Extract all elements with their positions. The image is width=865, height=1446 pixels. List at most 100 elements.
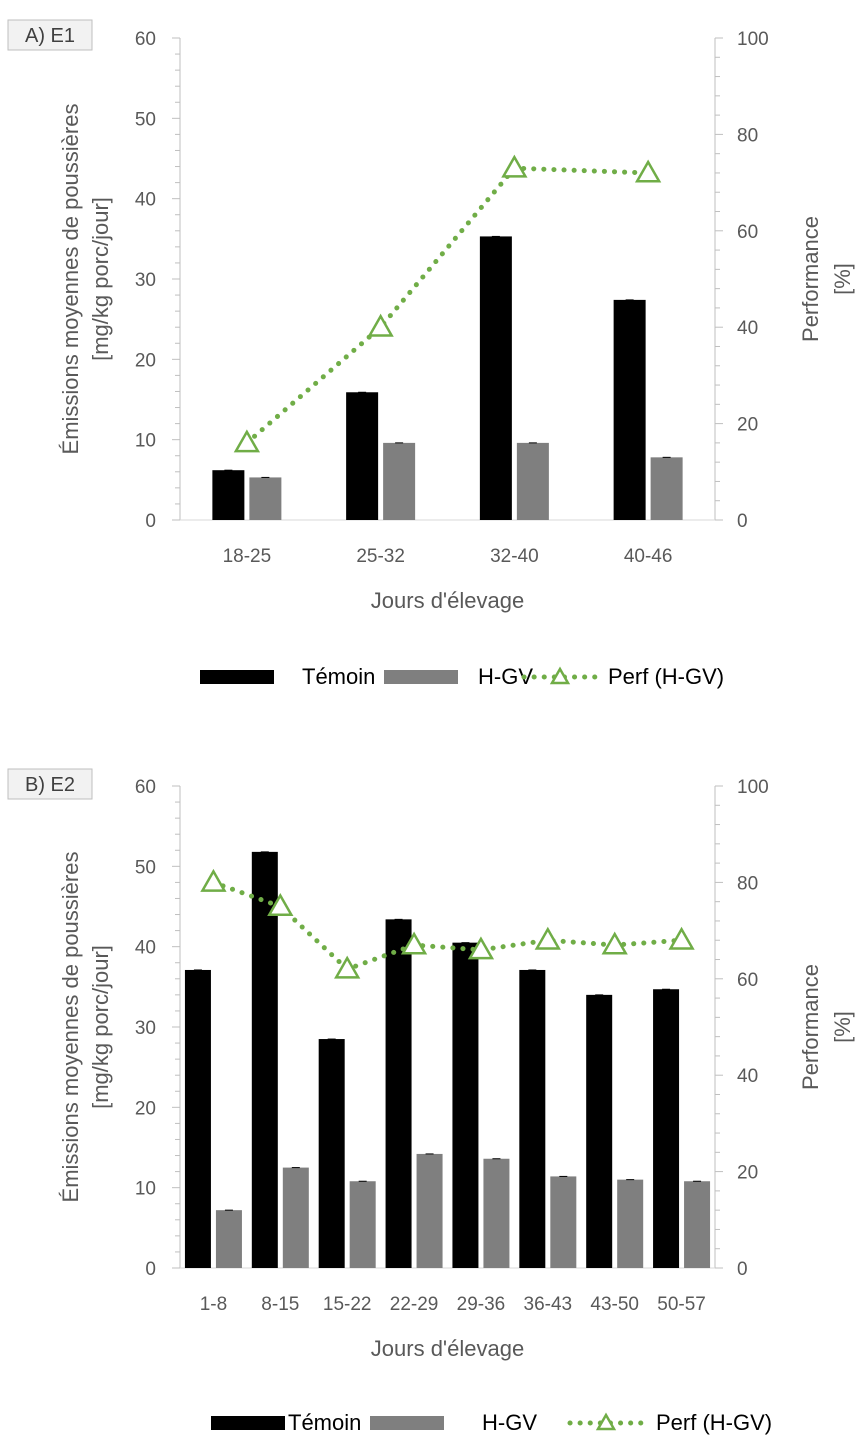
bar-temoin — [479, 236, 512, 520]
x-tick-label: 1-8 — [200, 1294, 227, 1315]
y-tick-label: 30 — [135, 270, 156, 291]
y-tick-label: 20 — [135, 1098, 156, 1119]
perf-marker — [334, 955, 361, 979]
y2-tick-label: 20 — [737, 1163, 758, 1184]
y-axis-title: Émissions moyennes de poussières — [58, 104, 83, 455]
legend-marker-perf — [549, 666, 571, 685]
bar-hgv — [383, 442, 416, 520]
y2-tick-label: 80 — [737, 125, 758, 146]
x-tick-label: 25-32 — [356, 546, 405, 567]
y2-tick-label: 60 — [737, 222, 758, 243]
y-tick-label: 50 — [135, 857, 156, 878]
bar-temoin — [184, 969, 211, 1268]
bar-temoin — [346, 392, 379, 520]
panel-label-box — [7, 19, 93, 51]
perf-marker — [400, 931, 428, 955]
bar-temoin — [519, 969, 546, 1268]
y2-axis-title: [%] — [830, 1011, 855, 1043]
y-axis-title: [mg/kg porc/jour] — [88, 945, 113, 1109]
bar-hgv — [617, 1179, 644, 1268]
bar-hgv — [416, 1153, 443, 1268]
bar-hgv — [650, 457, 683, 520]
x-tick-label: 15-22 — [323, 1294, 372, 1315]
x-tick-label: 29-36 — [457, 1294, 506, 1315]
legend-swatch-temoin — [200, 670, 274, 684]
perf-marker — [634, 159, 662, 183]
y-tick-label: 60 — [135, 29, 156, 50]
bar-hgv — [282, 1167, 309, 1268]
bar-temoin — [212, 470, 245, 520]
x-tick-label: 18-25 — [223, 546, 272, 567]
y-tick-label: 10 — [135, 431, 156, 452]
legend-label-hgv: H-GV — [482, 1410, 537, 1435]
panel-label: A) E1 — [25, 25, 75, 47]
y-tick-label: 0 — [145, 1259, 156, 1280]
x-tick-label: 50-57 — [657, 1294, 706, 1315]
x-tick-label: 8-15 — [261, 1294, 299, 1315]
y2-tick-label: 20 — [737, 415, 758, 436]
y-tick-label: 30 — [135, 1018, 156, 1039]
legend-label-temoin: Témoin — [288, 1410, 361, 1435]
x-tick-label: 32-40 — [490, 546, 539, 567]
y2-tick-label: 40 — [737, 318, 758, 339]
y2-axis-title: Performance — [798, 216, 823, 342]
bar-hgv — [684, 1181, 711, 1268]
y2-tick-label: 40 — [737, 1066, 758, 1087]
bar-hgv — [349, 1181, 376, 1268]
y2-axis-title: [%] — [830, 263, 855, 295]
legend-marker-perf — [595, 1412, 617, 1431]
y-tick-label: 60 — [135, 777, 156, 798]
x-tick-label: 22-29 — [390, 1294, 439, 1315]
perf-marker — [467, 936, 495, 960]
y-tick-label: 20 — [135, 350, 156, 371]
y2-tick-label: 60 — [737, 970, 758, 991]
perf-marker — [501, 154, 528, 178]
bar-temoin — [586, 994, 613, 1268]
y-tick-label: 0 — [145, 511, 156, 532]
bar-hgv — [516, 442, 549, 520]
bar-temoin — [251, 851, 278, 1268]
x-tick-label: 40-46 — [624, 546, 673, 567]
bar-hgv — [249, 477, 282, 520]
legend-label-perf: Perf (H-GV) — [608, 664, 724, 689]
legend-label-perf: Perf (H-GV) — [656, 1410, 772, 1435]
y2-tick-label: 0 — [737, 511, 748, 532]
panel-label: B) E2 — [25, 774, 75, 796]
y2-tick-label: 100 — [737, 777, 769, 798]
bar-temoin — [385, 919, 412, 1268]
perf-line — [244, 165, 651, 446]
chart-panel-a: A) E1 0 10 20 30 40 50 60 0 20 40 60 80 100 18-25 25-32… — [7, 19, 855, 689]
bar-hgv — [215, 1210, 242, 1268]
y-tick-label: 50 — [135, 109, 156, 130]
perf-marker — [534, 926, 561, 950]
legend-swatch-hgv — [384, 670, 458, 684]
perf-marker — [668, 926, 695, 950]
y2-tick-label: 0 — [737, 1259, 748, 1280]
x-tick-label: 43-50 — [590, 1294, 639, 1315]
bar-temoin — [452, 942, 479, 1268]
y-tick-label: 10 — [135, 1179, 156, 1200]
perf-marker — [267, 892, 294, 916]
legend-swatch-temoin — [211, 1416, 285, 1430]
y-axis-title: [mg/kg porc/jour] — [88, 197, 113, 361]
y-axis-title: Émissions moyennes de poussières — [58, 852, 83, 1203]
perf-marker — [233, 429, 261, 453]
bar-hgv — [550, 1176, 577, 1268]
bar-temoin — [318, 1039, 345, 1268]
bar-hgv — [483, 1158, 510, 1268]
x-axis-title: Jours d'élevage — [371, 588, 524, 613]
x-tick-label: 36-43 — [524, 1294, 573, 1315]
y2-axis-title: Performance — [798, 964, 823, 1090]
y2-tick-label: 80 — [737, 873, 758, 894]
bar-temoin — [653, 989, 680, 1268]
legend-label-temoin: Témoin — [302, 664, 375, 689]
perf-marker — [200, 868, 227, 892]
bar-temoin — [613, 299, 646, 520]
chart-panel-b: B) E2 0 10 20 30 40 50 60 0 20 40 60 80 100 1-8 8-15 15-… — [7, 768, 855, 1435]
perf-line — [210, 879, 685, 973]
x-axis-title: Jours d'élevage — [371, 1336, 524, 1361]
perf-marker — [367, 313, 394, 337]
y-tick-label: 40 — [135, 190, 156, 211]
legend-swatch-hgv — [370, 1416, 444, 1430]
